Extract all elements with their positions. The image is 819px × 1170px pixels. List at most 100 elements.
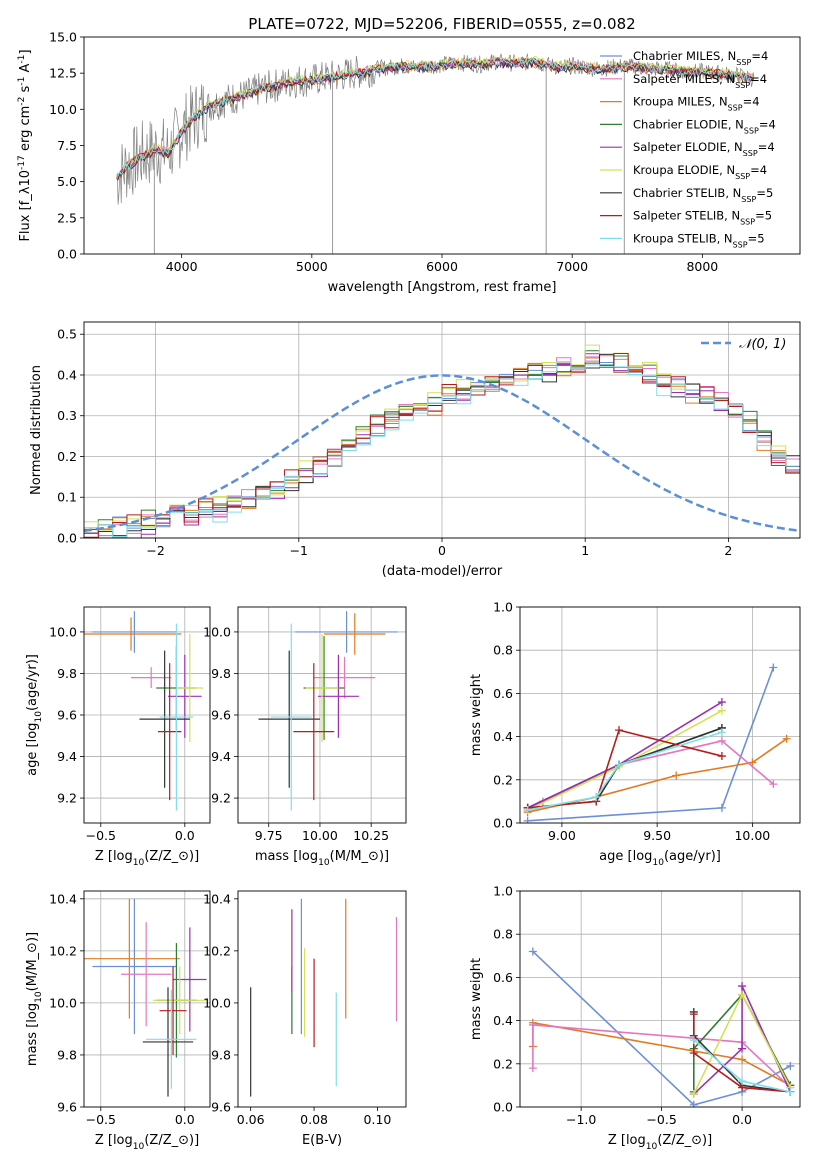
weight-marker <box>786 1061 795 1070</box>
x-axis-label: Z [log10(Z/Z_⊙)] <box>95 1133 199 1152</box>
x-tick-label: 6000 <box>426 259 458 274</box>
x-tick-label: 0.0 <box>175 828 195 843</box>
y-tick-label: 9.6 <box>211 708 231 723</box>
axes-frame <box>519 890 801 1108</box>
x-tick-label: 7000 <box>556 259 588 274</box>
x-tick-label: 0.0 <box>732 1112 752 1127</box>
y-tick-label: 7.5 <box>57 138 77 153</box>
x-axis-label: wavelength [Angstrom, rest frame] <box>328 280 557 295</box>
weight-marker <box>786 1087 795 1096</box>
y-axis-label: mass weight <box>469 674 484 756</box>
weight-line <box>693 985 792 1095</box>
weight-marker <box>528 1064 537 1073</box>
weight-marker <box>689 1049 698 1057</box>
x-tick-label: 1 <box>581 543 589 558</box>
axes-frame <box>83 36 801 255</box>
x-tick-label: −1 <box>290 543 308 558</box>
panel-Z_vs_massweight: −1.0 −0.5 0.0 0.0 0.2 0.4 0.6 0.8 1.0 Z [log10(Z/… <box>469 884 801 1152</box>
x-tick-label: 0.10 <box>364 1112 392 1127</box>
x-tick-label: 4000 <box>166 259 198 274</box>
x-tick-label: 8000 <box>686 259 718 274</box>
panel-EBV_vs_mass: 0.06 0.08 0.10 9.6 9.8 10.0 10.2 10.4 E(B-V) <box>203 890 407 1148</box>
x-tick-label: −0.5 <box>86 828 116 843</box>
y-tick-label: 10.2 <box>203 943 231 958</box>
panel-Z_vs_age: −0.5 0.0 9.2 9.4 9.6 9.8 10.0 Z [log10(Z/Z_⊙)] a… <box>25 606 211 868</box>
weight-marker <box>523 806 532 815</box>
legend-label: Kroupa MILES, NSSP=4 <box>633 95 760 113</box>
gaussian-curve <box>84 374 800 533</box>
y-tick-label: 9.6 <box>57 1100 77 1115</box>
weight-marker <box>769 663 778 672</box>
y-tick-label: 0.8 <box>493 927 513 942</box>
histogram-series <box>84 350 800 531</box>
weight-marker <box>528 947 537 956</box>
plot-area <box>258 611 398 811</box>
x-tick-label: 0.06 <box>237 1112 265 1127</box>
y-axis-label: age [log10(age/yr)] <box>25 654 44 776</box>
y-tick-label: 0.2 <box>493 1056 513 1071</box>
y-tick-label: 9.2 <box>211 791 231 806</box>
y-tick-label: 0.6 <box>493 970 513 985</box>
y-tick-label: 10.0 <box>49 102 77 117</box>
legend: 𝒩(0, 1) <box>701 337 786 352</box>
legend-label: Kroupa STELIB, NSSP=5 <box>633 231 765 249</box>
panel-spectrum: 4000 5000 6000 7000 8000 0.0 2.5 5.0 7.5 10.0 12.5… <box>17 15 801 295</box>
y-tick-label: 10.2 <box>49 943 77 958</box>
plot-area <box>250 898 398 1097</box>
axes-frame <box>83 321 801 539</box>
y-tick-label: 15.0 <box>49 30 77 45</box>
weight-marker <box>738 990 747 999</box>
y-tick-label: 9.4 <box>211 749 231 764</box>
plot-area <box>84 898 207 1097</box>
y-tick-label: 0.2 <box>493 772 513 787</box>
y-tick-label: 0.0 <box>493 1100 513 1115</box>
x-tick-label: −1.0 <box>566 1112 596 1127</box>
y-tick-label: 9.8 <box>211 666 231 681</box>
y-tick-label: 10.0 <box>203 624 231 639</box>
y-tick-label: 0.0 <box>57 247 77 262</box>
x-tick-label: −0.5 <box>86 1112 116 1127</box>
panel-age_vs_massweight: 9.00 9.50 10.00 0.0 0.2 0.4 0.6 0.8 1.0 age [log1… <box>469 600 801 868</box>
x-axis-label: (data-model)/error <box>382 564 503 579</box>
y-tick-label: 0.3 <box>57 408 77 423</box>
x-tick-label: 9.50 <box>643 828 671 843</box>
x-tick-label: −0.5 <box>646 1112 676 1127</box>
histogram-series <box>84 361 800 537</box>
model-spectrum-line <box>117 60 754 181</box>
y-tick-label: 9.6 <box>211 1100 231 1115</box>
legend-label: Chabrier ELODIE, NSSP=4 <box>633 117 776 135</box>
x-tick-label: 2 <box>724 543 732 558</box>
legend-label: Kroupa ELODIE, NSSP=4 <box>633 163 767 181</box>
legend-label: Salpeter ELODIE, NSSP=4 <box>633 140 775 158</box>
model-spectrum-line <box>117 57 755 177</box>
panel-histogram: −2 −1 0 1 2 0.0 0.1 0.2 0.3 0.4 0.5 (data-model)/er… <box>29 321 801 579</box>
histogram-series <box>84 344 800 532</box>
legend-label: Salpeter STELIB, NSSP=5 <box>633 209 772 227</box>
weight-marker <box>782 734 791 743</box>
y-tick-label: 9.4 <box>57 749 77 764</box>
y-axis-label: mass [log10(M/M_⊙)] <box>25 932 44 1066</box>
weight-marker <box>738 1055 747 1064</box>
weight-marker <box>689 1036 698 1045</box>
weight-marker <box>738 1077 747 1086</box>
y-tick-label: 12.5 <box>49 66 77 81</box>
x-tick-label: 9.00 <box>548 828 576 843</box>
y-tick-label: 10.0 <box>49 995 77 1010</box>
plot-area <box>84 611 204 811</box>
axes-frame <box>83 890 211 1108</box>
panel-Z_vs_mass: −0.5 0.0 9.6 9.8 10.0 10.2 10.4 Z [log10(Z/Z_⊙)… <box>25 890 211 1152</box>
y-tick-label: 0.4 <box>493 1013 513 1028</box>
x-axis-label: Z [log10(Z/Z_⊙)] <box>608 1133 712 1152</box>
plot-area <box>528 947 795 1107</box>
weight-marker <box>689 1100 698 1107</box>
weight-marker <box>769 780 778 789</box>
y-tick-label: 10.0 <box>49 624 77 639</box>
y-tick-label: 9.8 <box>57 666 77 681</box>
plot-area <box>523 663 791 823</box>
axes-frame <box>237 606 407 824</box>
weight-marker <box>672 771 681 780</box>
weight-marker <box>717 698 726 707</box>
weight-line <box>532 1024 791 1089</box>
weight-marker <box>689 1090 698 1099</box>
y-tick-label: 10.4 <box>49 891 77 906</box>
